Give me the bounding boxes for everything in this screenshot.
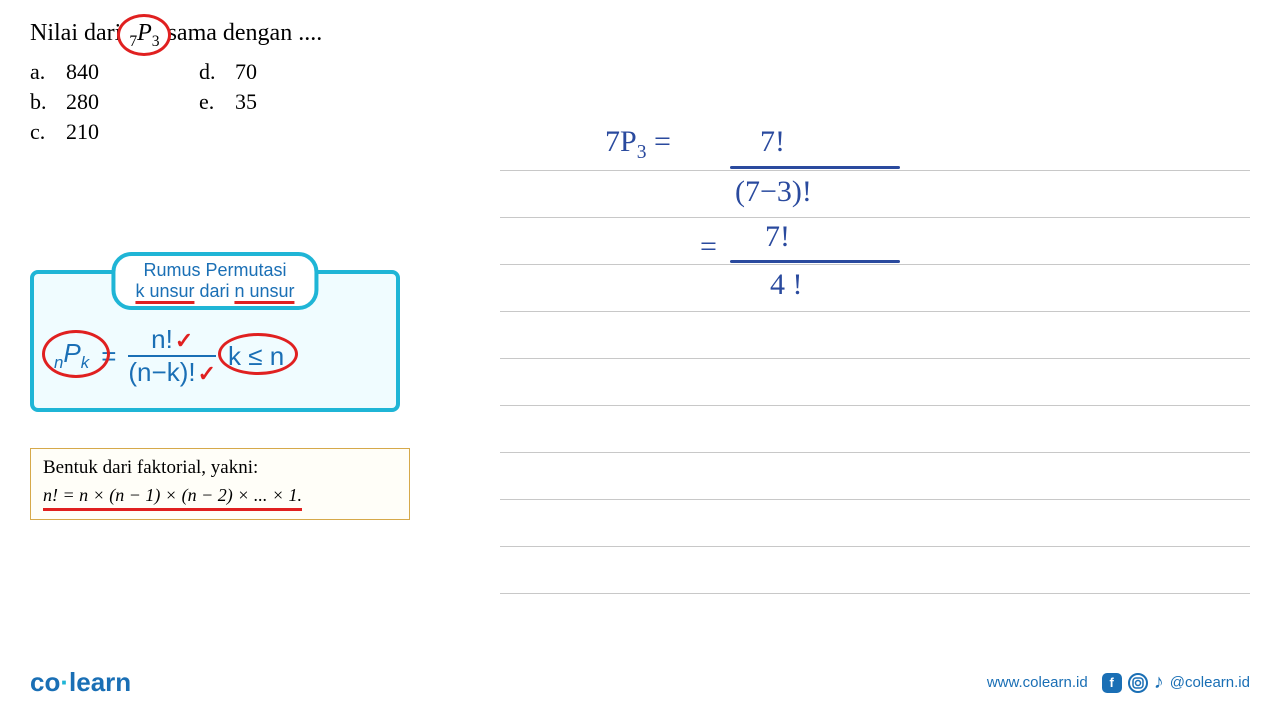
ruled-line [500,452,1250,453]
ruled-line [500,217,1250,218]
footer: co·learn www.colearn.id f ♪ @colearn.id [30,667,1250,698]
question-text: Nilai dari 7P3 sama dengan .... [30,20,450,51]
factorial-box: Bentuk dari faktorial, yakni: n! = n × (… [30,448,410,520]
ruled-line [500,358,1250,359]
hw-lhs: 7P3 = [605,125,671,164]
ruled-line [500,264,1250,265]
hw-fracline2 [730,260,900,263]
hw-num1: 7! [760,125,785,159]
ruled-line [500,546,1250,547]
option-b: b.280 [30,89,99,115]
ruled-paper: 7P3 = 7! (7−3)! = 7! 4 ! [500,110,1260,640]
factorial-formula: n! = n × (n − 1) × (n − 2) × ... × 1. [43,485,302,511]
question-prefix: Nilai dari [30,20,121,46]
question-area: Nilai dari 7P3 sama dengan .... a.840 b.… [30,20,450,145]
footer-website: www.colearn.id [987,674,1088,691]
social-icons: f ♪ @colearn.id [1102,671,1250,694]
notation-n: 7 [129,33,137,50]
ruled-line [500,499,1250,500]
hw-den1: (7−3)! [735,175,812,209]
options: a.840 b.280 c.210 d.70 e.35 [30,59,450,145]
hw-num2: 7! [765,220,790,254]
permutation-formula-box: Rumus Permutasi k unsur dari n unsur nPk… [30,270,400,412]
ruled-line [500,311,1250,312]
option-e: e.35 [199,89,257,115]
factorial-title: Bentuk dari faktorial, yakni: [43,457,397,479]
option-a: a.840 [30,59,99,85]
option-d: d.70 [199,59,257,85]
formula-body: nPk = n!✓ (n−k)!✓ k ≤ n [34,274,396,408]
notation-p: P [137,20,152,46]
footer-handle: @colearn.id [1170,674,1250,691]
ruled-line [500,593,1250,594]
question-suffix: sama dengan .... [168,20,323,46]
tiktok-icon: ♪ [1154,671,1164,694]
hw-eq2: = [700,230,717,264]
hw-den2: 4 ! [770,268,803,302]
check-icon: ✓ [198,361,216,387]
logo: co·learn [30,667,131,698]
ruled-line [500,405,1250,406]
instagram-icon [1128,673,1148,693]
check-icon: ✓ [175,328,193,354]
ruled-line [500,170,1250,171]
notation-k: 3 [152,33,160,50]
hw-fracline1 [730,166,900,169]
facebook-icon: f [1102,673,1122,693]
option-c: c.210 [30,119,99,145]
